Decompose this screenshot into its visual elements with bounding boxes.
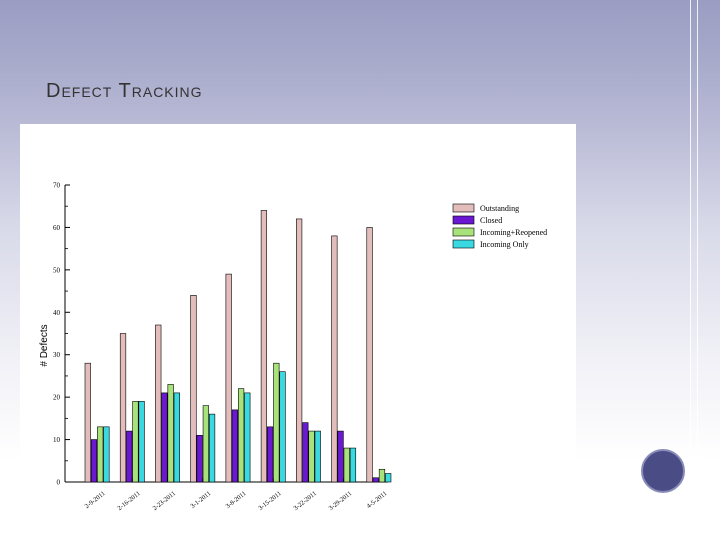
bar-incoming-reopened xyxy=(378,468,386,483)
bar-closed xyxy=(161,392,168,483)
bar-incoming-reopened xyxy=(308,430,315,483)
slide-border-line xyxy=(690,0,691,540)
bar-incoming-reopened xyxy=(343,447,350,483)
y-tick-label: 70 xyxy=(53,182,61,190)
bar-closed xyxy=(267,426,274,483)
x-tick-label: 2-9-2011 xyxy=(84,490,107,510)
bar-incoming-reopened xyxy=(167,384,174,483)
bar-incoming-only xyxy=(173,392,180,483)
x-tick-label: 2-16-2011 xyxy=(116,490,141,512)
legend-swatch xyxy=(452,239,475,249)
bar-incoming-only xyxy=(103,426,110,483)
bar-incoming-reopened xyxy=(273,362,280,483)
bar-incoming-only xyxy=(279,371,286,483)
bar-closed xyxy=(196,435,203,483)
bar-outstanding xyxy=(225,273,232,483)
bar-outstanding xyxy=(331,235,338,483)
x-tick-label: 3-22-2011 xyxy=(293,490,318,512)
bar-closed xyxy=(231,409,238,483)
y-tick-label: 40 xyxy=(53,309,61,317)
bar-incoming-reopened xyxy=(132,401,139,483)
y-tick-label: 50 xyxy=(53,266,61,274)
bar-outstanding xyxy=(155,324,162,483)
x-tick-label: 4-5-2011 xyxy=(366,490,389,510)
decorative-circle xyxy=(641,449,685,493)
x-tick-label: 2-23-2011 xyxy=(152,490,177,512)
bar-incoming-only xyxy=(138,401,145,483)
bar-outstanding xyxy=(119,333,127,483)
x-tick-label: 3-29-2011 xyxy=(328,490,353,512)
y-axis-label: # Defects xyxy=(39,324,50,366)
bar-incoming-only xyxy=(385,473,392,483)
chart-panel: 0 10 20 30 40 50 60 70 # Defects 2-9-2011 2-16-201… xyxy=(20,124,576,530)
bar-outstanding xyxy=(84,362,91,483)
bar-chart: 0 10 20 30 40 50 60 70 # Defects 2-9-2011 2-16-201… xyxy=(39,182,547,513)
slide-border-line xyxy=(697,0,698,540)
bar-closed xyxy=(337,430,344,483)
x-tick-label: 3-1-2011 xyxy=(189,490,212,510)
bar-incoming-reopened xyxy=(97,426,104,483)
legend-swatch xyxy=(452,215,475,225)
y-tick-label: 20 xyxy=(53,394,61,402)
y-tick-label: 60 xyxy=(53,224,61,232)
slide-title: Defect Tracking xyxy=(46,80,203,102)
x-tick-label: 3-8-2011 xyxy=(225,490,248,510)
y-tick-label: 0 xyxy=(57,479,61,487)
y-tick-label: 10 xyxy=(53,436,61,444)
bar-closed xyxy=(126,430,133,483)
bar-closed xyxy=(90,439,98,483)
bar-incoming-reopened xyxy=(237,388,245,483)
legend-swatch xyxy=(452,227,475,237)
legend-swatch xyxy=(452,203,475,213)
y-tick-label: 30 xyxy=(53,351,61,359)
bar-outstanding xyxy=(260,210,268,483)
bar-incoming-only xyxy=(349,447,357,483)
legend-label: Outstanding xyxy=(480,204,519,213)
bar-closed xyxy=(302,422,309,483)
bar-incoming-only xyxy=(244,392,251,483)
bar-outstanding xyxy=(296,218,303,483)
legend-label: Incoming Only xyxy=(480,240,529,249)
legend-label: Incoming+Reopened xyxy=(480,228,547,237)
bar-incoming-reopened xyxy=(202,405,209,483)
bar-incoming-only xyxy=(314,430,321,483)
bar-outstanding xyxy=(366,227,373,483)
x-tick-label: 3-15-2011 xyxy=(257,490,282,512)
legend-label: Closed xyxy=(480,216,502,225)
bar-outstanding xyxy=(190,295,197,483)
bar-incoming-only xyxy=(208,413,216,483)
bar-closed xyxy=(372,477,379,483)
